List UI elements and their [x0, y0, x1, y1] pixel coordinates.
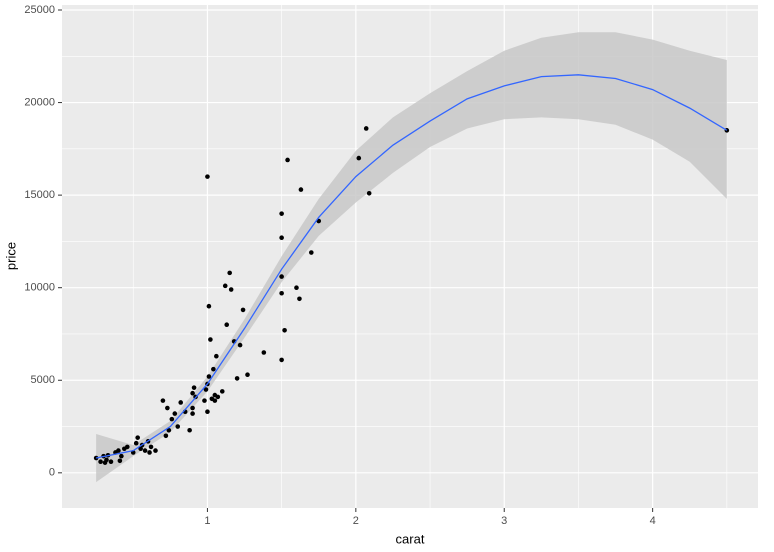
y-tick-label: 25000: [24, 4, 55, 16]
point: [356, 155, 362, 161]
point: [160, 398, 166, 403]
point: [163, 433, 169, 439]
point: [124, 444, 130, 450]
point: [234, 376, 240, 381]
point: [147, 450, 152, 455]
point: [282, 327, 287, 333]
point: [279, 274, 284, 279]
point: [190, 405, 195, 411]
point: [228, 287, 234, 292]
point: [222, 283, 228, 289]
point: [214, 353, 219, 359]
point: [285, 157, 290, 163]
point: [205, 174, 210, 179]
point: [245, 372, 250, 378]
point: [142, 448, 148, 453]
y-tick-label: 20000: [24, 96, 55, 108]
point: [178, 400, 184, 405]
point: [187, 427, 192, 433]
point: [224, 322, 230, 328]
point: [279, 357, 284, 363]
point: [297, 296, 302, 302]
smooth-line: [96, 74, 728, 459]
point: [206, 374, 212, 379]
point: [203, 387, 209, 392]
point: [219, 389, 225, 394]
point: [165, 405, 170, 411]
point: [237, 342, 243, 348]
y-tick-label: 5000: [31, 374, 55, 386]
point: [133, 440, 139, 446]
point: [240, 307, 246, 313]
point: [202, 398, 207, 403]
point: [116, 448, 121, 453]
point: [190, 411, 195, 416]
point: [208, 337, 213, 342]
point: [119, 453, 124, 459]
y-tick-label: 0: [49, 467, 55, 479]
point: [166, 427, 172, 433]
x-axis-title: carat: [396, 531, 425, 546]
y-axis-title: price: [3, 242, 18, 270]
y-tick-label: 15000: [24, 189, 55, 201]
point: [212, 398, 218, 403]
point: [153, 448, 158, 453]
point: [227, 270, 232, 276]
x-tick-label: 1: [204, 515, 210, 527]
point: [279, 211, 284, 216]
point: [363, 126, 369, 131]
point: [279, 235, 284, 241]
point: [261, 350, 267, 355]
point: [104, 457, 109, 463]
point: [135, 435, 140, 440]
point: [309, 250, 314, 255]
point: [279, 290, 284, 296]
point: [211, 366, 216, 372]
confidence-band: [96, 32, 727, 483]
point: [294, 285, 299, 290]
point: [190, 390, 195, 396]
x-tick-label: 4: [650, 515, 656, 527]
x-tick-label: 2: [353, 515, 359, 527]
point: [172, 411, 178, 416]
point: [108, 459, 114, 465]
point: [93, 455, 99, 461]
point: [298, 187, 304, 192]
point: [205, 409, 210, 415]
point: [206, 303, 212, 309]
point: [117, 458, 123, 464]
point: [98, 459, 103, 465]
point: [175, 424, 181, 429]
point: [169, 416, 175, 422]
point: [191, 385, 197, 390]
point: [366, 190, 372, 196]
point: [148, 444, 154, 450]
y-tick-label: 10000: [24, 282, 55, 294]
point: [138, 446, 143, 452]
x-tick-label: 3: [501, 515, 507, 527]
point: [215, 394, 221, 400]
